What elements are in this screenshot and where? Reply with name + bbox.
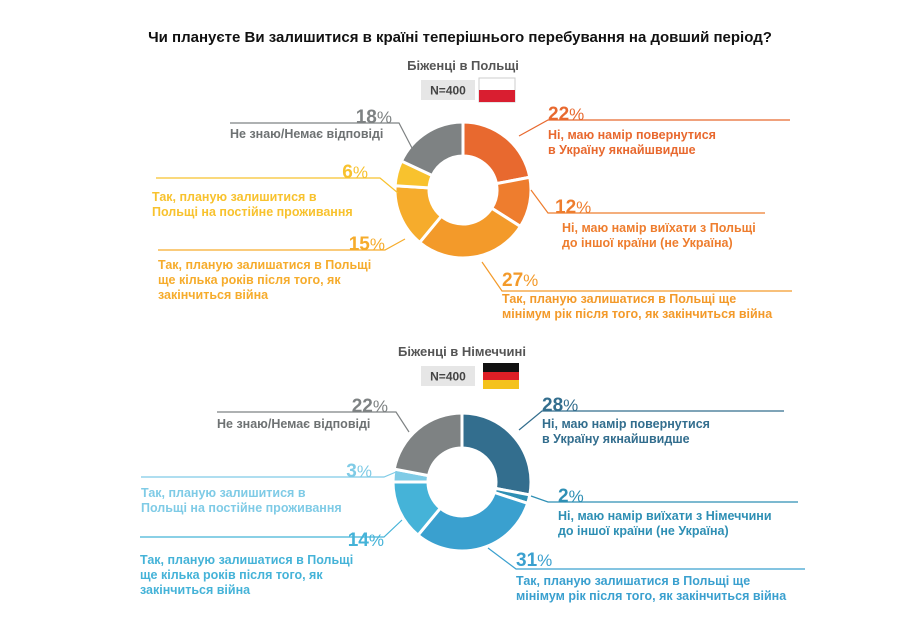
category-label: Так, планую залишатися в Польщі ще кілька… xyxy=(158,258,371,302)
data-label: 14% xyxy=(348,530,384,551)
sample-size-label: N=400 xyxy=(430,84,466,98)
poland-flag-icon xyxy=(478,77,516,103)
category-label: Так, планую залишитися в Польщі на постій… xyxy=(141,486,342,515)
data-label: 15% xyxy=(349,234,385,255)
leader-line xyxy=(481,261,792,292)
data-label: 12% xyxy=(555,197,591,218)
data-label: 27% xyxy=(502,270,538,291)
data-label: 2% xyxy=(558,486,584,507)
donut-slice xyxy=(460,411,533,497)
poland-chart: Біженці в Польщі N=400 22% Ні, маю намір по… xyxy=(152,58,792,321)
leader-line xyxy=(530,189,765,214)
page-title: Чи плануєте Ви залишитися в країні тепер… xyxy=(148,29,772,46)
donut-slice xyxy=(417,206,523,260)
sample-size-badge xyxy=(421,366,475,386)
leader-line xyxy=(158,238,406,251)
category-label: Так, планую залишатися в Польщі ще мініму… xyxy=(516,574,787,603)
data-label: 22% xyxy=(548,104,584,125)
germany-flag-icon xyxy=(483,363,519,389)
leader-line xyxy=(530,495,798,503)
donut-slice xyxy=(461,120,532,186)
category-label: Так, планую залишатися в Польщі ще кілька… xyxy=(140,553,353,597)
data-label: 28% xyxy=(542,395,578,416)
category-label: Так, планую залишитися в Польщі на постій… xyxy=(152,190,353,219)
category-label: Ні, маю намір повернутися в Україну якнай… xyxy=(542,417,710,446)
leader-line xyxy=(518,119,790,137)
data-label: 31% xyxy=(516,550,552,571)
sample-size-badge xyxy=(421,80,475,100)
donut-slice xyxy=(415,490,530,553)
chart-subtitle: Біженці в Польщі xyxy=(407,58,519,73)
data-label: 3% xyxy=(346,461,372,482)
leader-line xyxy=(217,411,410,433)
leader-line xyxy=(487,547,805,570)
category-label: Не знаю/Немає відповіді xyxy=(230,127,383,141)
leader-line xyxy=(518,410,784,431)
leader-line xyxy=(230,122,413,149)
category-label: Так, планую залишатися в Польщі ще мініму… xyxy=(502,292,773,321)
donut-slice xyxy=(399,120,465,178)
donut-slice xyxy=(392,411,464,478)
data-label: 18% xyxy=(356,107,392,128)
category-label: Не знаю/Немає відповіді xyxy=(217,417,370,431)
leader-line xyxy=(141,471,397,478)
category-label: Ні, маю намір повернутися в Україну якнай… xyxy=(548,128,716,157)
category-label: Ні, маю намір виїхати з Польщі до іншої к… xyxy=(562,221,756,250)
leader-line xyxy=(140,519,403,538)
category-label: Ні, маю намір виїхати з Німеччини до іншо… xyxy=(558,509,772,538)
chart-subtitle: Біженці в Німеччині xyxy=(398,344,526,359)
sample-size-label: N=400 xyxy=(430,370,466,384)
leader-line xyxy=(156,177,399,194)
data-label: 22% xyxy=(352,396,388,417)
data-label: 6% xyxy=(342,162,368,183)
